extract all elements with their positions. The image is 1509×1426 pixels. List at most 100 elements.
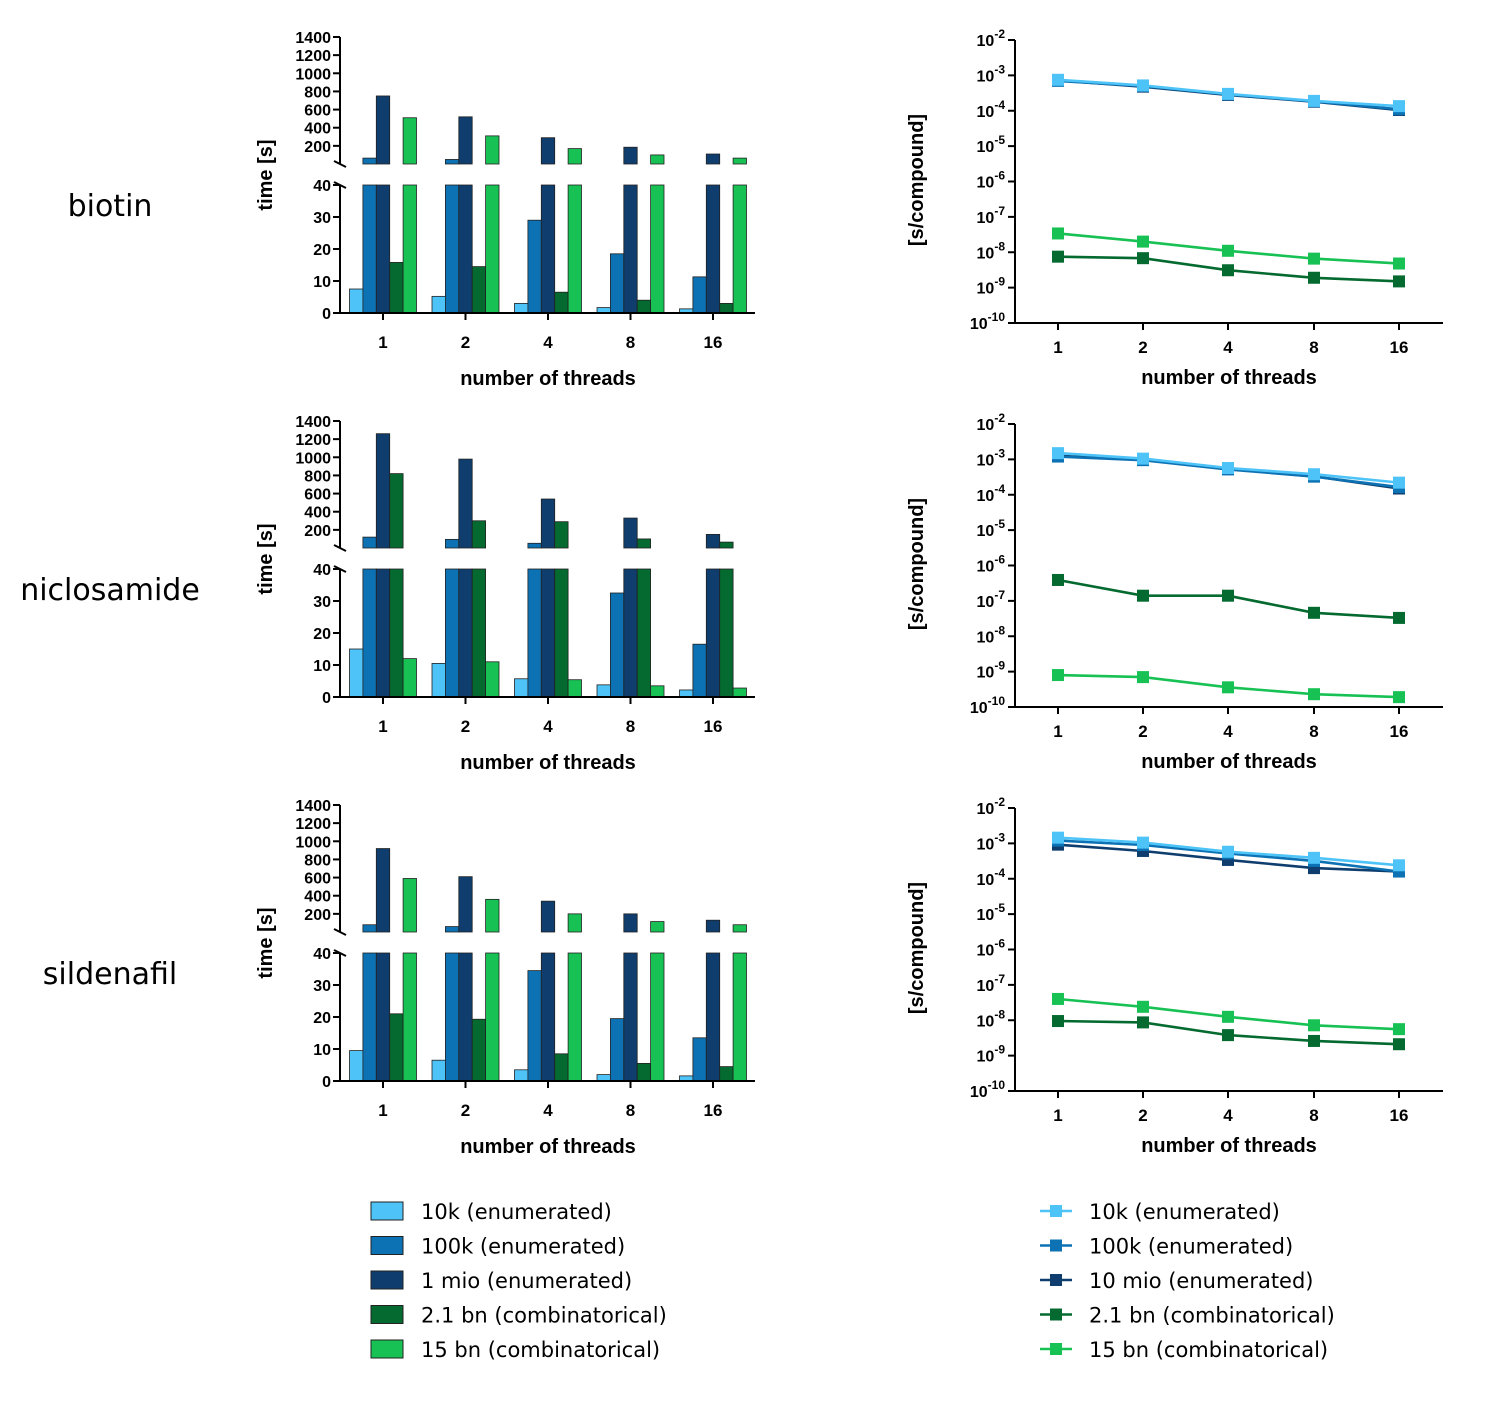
bar-biotin-s4-c0 bbox=[402, 184, 417, 314]
series-marker-niclosamide-s4-p0 bbox=[1052, 669, 1064, 682]
bar-biotin-s4-c1 bbox=[485, 184, 500, 314]
bar-upper-biotin-s1-c0 bbox=[362, 157, 377, 165]
bar-upper-sildenafil-s4-c2 bbox=[567, 913, 582, 933]
series-marker-biotin-s4-p0 bbox=[1052, 227, 1064, 240]
ytick-label: 10-4 bbox=[977, 98, 1006, 121]
series-marker-biotin-s4-p4 bbox=[1393, 257, 1405, 270]
x-axis-title: number of threads bbox=[1141, 367, 1317, 389]
bar-upper-sildenafil-s4-c0 bbox=[402, 878, 417, 933]
ytick-label: 10-7 bbox=[977, 972, 1006, 995]
xtick-label: 4 bbox=[1223, 1106, 1233, 1125]
bar-biotin-s3-c2 bbox=[554, 291, 569, 314]
bar-biotin-s1-c4 bbox=[692, 276, 707, 314]
xtick-label: 1 bbox=[1053, 338, 1062, 357]
xtick-label: 4 bbox=[543, 717, 553, 736]
bar-upper-niclosamide-s3-c0 bbox=[389, 473, 404, 549]
bar-legend-swatch-3 bbox=[370, 1305, 404, 1324]
bar-upper-biotin-s2-c3 bbox=[623, 146, 638, 165]
bar-niclosamide-s4-c0 bbox=[402, 658, 417, 698]
bar-niclosamide-s4-c1 bbox=[485, 661, 500, 698]
ytick-label: 10-7 bbox=[977, 204, 1006, 227]
ytick-label: 10-3 bbox=[977, 62, 1006, 85]
bar-niclosamide-s1-c4 bbox=[692, 643, 707, 698]
bar-biotin-s2-c3 bbox=[623, 184, 638, 314]
ytick-label-lower: 0 bbox=[322, 306, 331, 323]
series-marker-sildenafil-s4-p4 bbox=[1393, 1023, 1405, 1036]
ytick-label-lower: 40 bbox=[313, 562, 331, 579]
y-axis-title: [s/compound] bbox=[906, 498, 928, 630]
bar-niclosamide-s4-c3 bbox=[650, 685, 665, 698]
ytick-label: 10-3 bbox=[977, 446, 1006, 469]
xtick-label: 2 bbox=[1138, 722, 1147, 741]
ytick-label: 10-2 bbox=[977, 795, 1006, 818]
xtick-label: 4 bbox=[1223, 722, 1233, 741]
bar-upper-biotin-s4-c3 bbox=[650, 154, 665, 165]
bar-biotin-s4-c3 bbox=[650, 184, 665, 314]
ytick-label-lower: 10 bbox=[313, 658, 331, 675]
bar-niclosamide-s3-c2 bbox=[554, 568, 569, 698]
line-legend-label-2: 10 mio (enumerated) bbox=[1089, 1269, 1314, 1293]
xtick-label: 1 bbox=[378, 1101, 387, 1120]
series-marker-niclosamide-s4-p4 bbox=[1393, 691, 1405, 704]
xtick-label: 4 bbox=[543, 1101, 553, 1120]
series-marker-sildenafil-s0-p2 bbox=[1222, 845, 1234, 858]
ytick-label: 10-4 bbox=[977, 482, 1006, 505]
bar-niclosamide-s0-c0 bbox=[349, 648, 364, 698]
bar-upper-niclosamide-s3-c2 bbox=[554, 521, 569, 549]
xtick-label: 1 bbox=[378, 717, 387, 736]
ytick-label-upper: 600 bbox=[304, 487, 331, 504]
axis-break-mark-top-sildenafil bbox=[333, 928, 347, 936]
ytick-label-lower: 10 bbox=[313, 1042, 331, 1059]
line-legend-marker-3 bbox=[1050, 1308, 1062, 1321]
bar-niclosamide-s3-c0 bbox=[389, 568, 404, 698]
y-axis-title: [s/compound] bbox=[906, 114, 928, 246]
xtick-label: 2 bbox=[461, 1101, 470, 1120]
bar-biotin-s1-c3 bbox=[610, 253, 625, 314]
bar-legend-swatch-0 bbox=[370, 1201, 404, 1221]
bar-upper-biotin-s1-c1 bbox=[444, 159, 460, 165]
bar-upper-sildenafil-s1-c1 bbox=[444, 926, 460, 933]
ytick-label-lower: 30 bbox=[313, 978, 331, 995]
line-chart-niclosamide: 10-10 10-9 10-8 10-7 10-6 10-5 10-4 10-3 10-2 1 2 4… bbox=[906, 411, 1443, 773]
bar-niclosamide-s2-c3 bbox=[623, 568, 638, 698]
bar-niclosamide-s3-c1 bbox=[471, 568, 487, 698]
ytick-label: 10-5 bbox=[977, 901, 1006, 924]
xtick-label: 8 bbox=[626, 1101, 635, 1120]
ytick-label: 10-2 bbox=[977, 27, 1006, 50]
bar-niclosamide-s0-c4 bbox=[679, 689, 694, 698]
bar-upper-sildenafil-s2-c1 bbox=[458, 876, 473, 933]
series-marker-sildenafil-s4-p0 bbox=[1052, 992, 1064, 1005]
bar-biotin-s0-c1 bbox=[431, 295, 446, 314]
ytick-label: 10-10 bbox=[970, 310, 1005, 333]
series-marker-biotin-s3-p1 bbox=[1137, 252, 1149, 265]
series-marker-biotin-s0-p0 bbox=[1052, 73, 1064, 86]
ytick-label-lower: 0 bbox=[322, 690, 331, 707]
series-marker-sildenafil-s4-p1 bbox=[1137, 1000, 1149, 1013]
ytick-label-upper: 1000 bbox=[295, 834, 331, 851]
ytick-label-upper: 1200 bbox=[295, 432, 331, 449]
bar-sildenafil-s3-c3 bbox=[636, 1063, 652, 1082]
bar-upper-niclosamide-s1-c0 bbox=[362, 536, 377, 549]
ytick-label-upper: 1400 bbox=[295, 798, 331, 815]
bar-niclosamide-s1-c1 bbox=[444, 568, 460, 698]
bar-niclosamide-s2-c2 bbox=[540, 568, 556, 698]
bar-upper-sildenafil-s4-c4 bbox=[732, 924, 747, 933]
ytick-label: 10-8 bbox=[977, 1007, 1006, 1030]
bar-upper-niclosamide-s1-c1 bbox=[444, 538, 460, 549]
bar-legend-label-1: 100k (enumerated) bbox=[421, 1235, 625, 1259]
bar-upper-sildenafil-s2-c3 bbox=[623, 913, 638, 933]
ytick-label-upper: 800 bbox=[304, 852, 331, 869]
bar-sildenafil-s2-c4 bbox=[705, 952, 721, 1082]
xtick-label: 16 bbox=[704, 1101, 723, 1120]
series-marker-niclosamide-s0-p2 bbox=[1222, 462, 1234, 475]
xtick-label: 8 bbox=[1309, 1106, 1318, 1125]
series-marker-niclosamide-s0-p3 bbox=[1308, 468, 1320, 481]
axis-break-mark-top-biotin bbox=[333, 160, 347, 168]
ytick-label-lower: 0 bbox=[322, 1074, 331, 1091]
ytick-label-upper: 600 bbox=[304, 871, 331, 888]
ytick-label-lower: 20 bbox=[313, 626, 331, 643]
xtick-label: 1 bbox=[378, 333, 387, 352]
line-legend-label-0: 10k (enumerated) bbox=[1089, 1200, 1280, 1224]
bar-legend-label-3: 2.1 bn (combinatorical) bbox=[421, 1304, 667, 1328]
series-marker-sildenafil-s0-p0 bbox=[1052, 831, 1064, 844]
